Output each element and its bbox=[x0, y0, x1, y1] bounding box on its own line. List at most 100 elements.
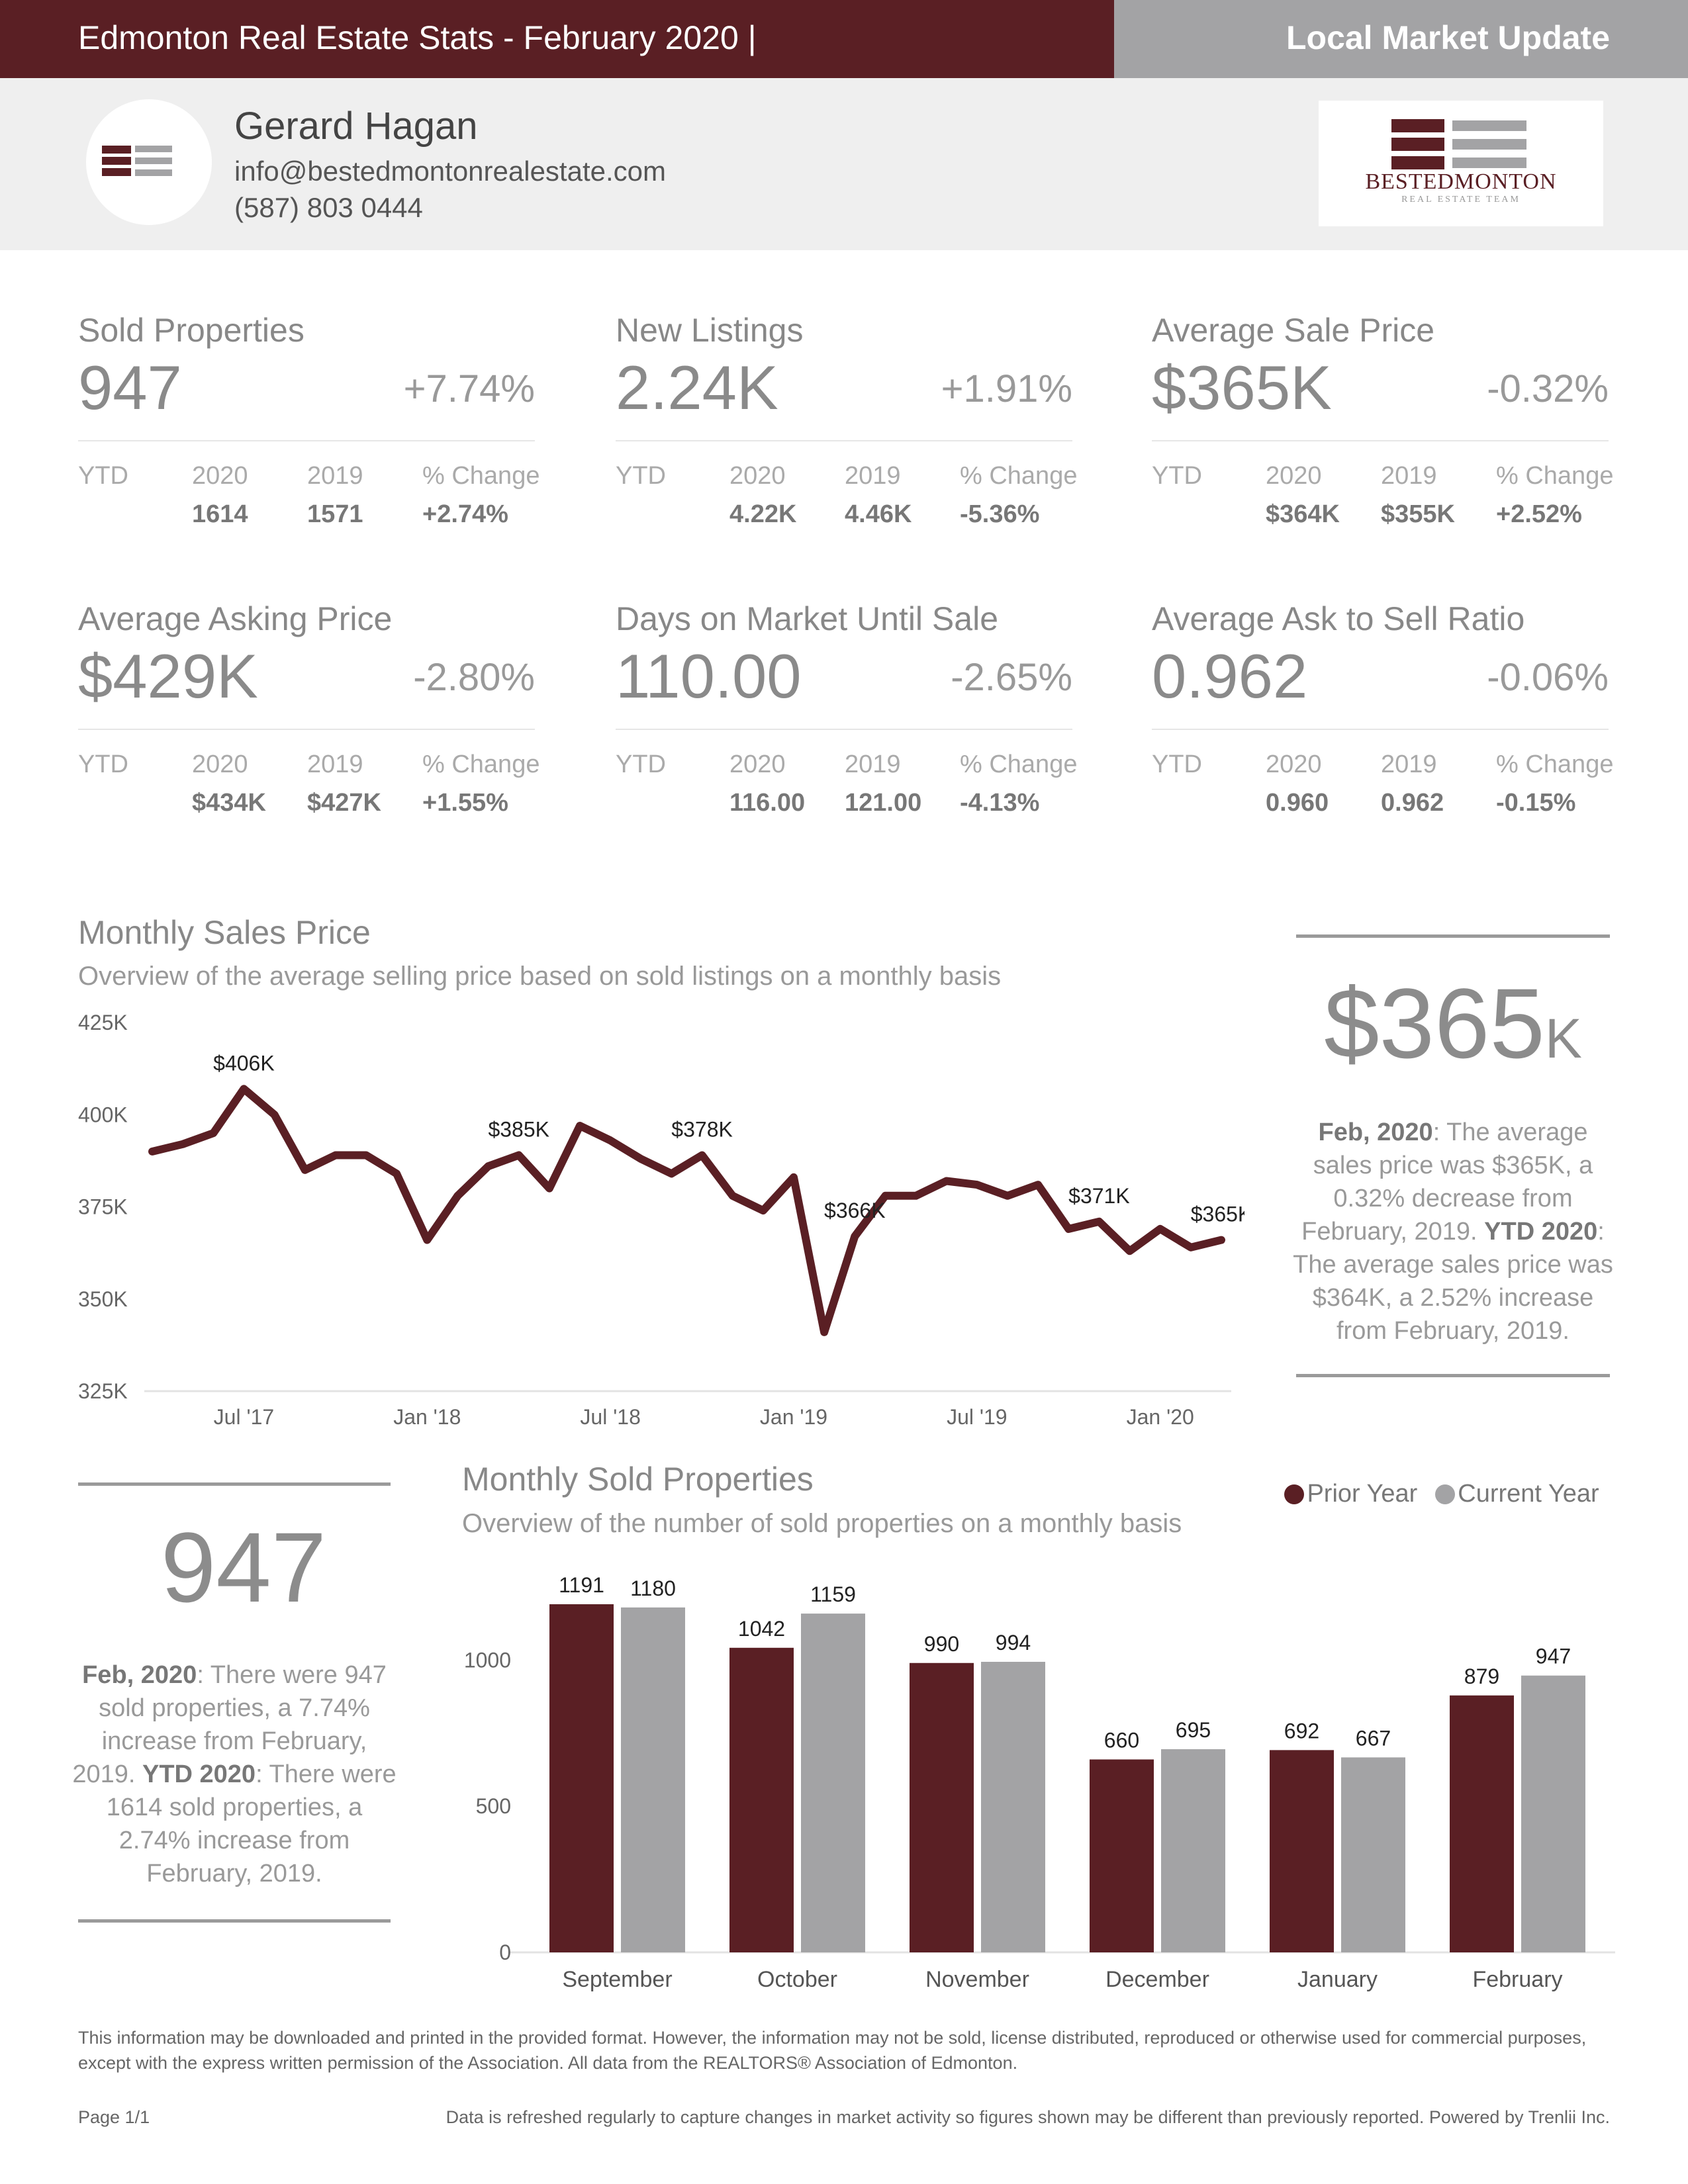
stat-value: 2.24K bbox=[616, 353, 778, 422]
data-point bbox=[975, 1183, 978, 1187]
y-tick-label: 425K bbox=[78, 1011, 128, 1034]
header-bar-right bbox=[1114, 0, 1688, 78]
summary-label: Feb, 2020 bbox=[1318, 1118, 1433, 1146]
refresh-note: Data is refreshed regularly to capture c… bbox=[445, 2107, 1610, 2127]
data-point bbox=[700, 1154, 704, 1157]
bar bbox=[729, 1647, 794, 1952]
ytd-col-2019: 2019 bbox=[307, 751, 363, 778]
y-tick-label: 350K bbox=[78, 1287, 128, 1311]
ytd-value-2019: $427K bbox=[307, 789, 381, 817]
ytd-col-2019: 2019 bbox=[845, 751, 901, 778]
data-point bbox=[1037, 1183, 1040, 1187]
bar bbox=[910, 1662, 974, 1952]
ytd-label: YTD bbox=[616, 751, 666, 778]
legend-prior-year: Prior Year bbox=[1307, 1480, 1418, 1508]
brand-logo-icon bbox=[1391, 119, 1526, 169]
bar bbox=[1450, 1695, 1514, 1952]
data-label: $385K bbox=[488, 1118, 549, 1142]
bar-value-label: 1159 bbox=[810, 1582, 856, 1606]
bar-value-label: 667 bbox=[1356, 1726, 1391, 1750]
divider bbox=[1296, 1374, 1610, 1377]
data-point bbox=[151, 1150, 154, 1153]
data-point bbox=[547, 1187, 551, 1190]
ytd-col-2020: 2020 bbox=[729, 751, 786, 778]
x-tick-label: February bbox=[1472, 1967, 1562, 1992]
data-point bbox=[1067, 1227, 1070, 1230]
ytd-value-change: -4.13% bbox=[960, 789, 1040, 817]
ytd-label: YTD bbox=[1152, 751, 1202, 778]
brand-subtitle: REAL ESTATE TEAM bbox=[1401, 195, 1521, 205]
chart-legend: Prior Year Current Year bbox=[1284, 1480, 1599, 1508]
summary-text: : There were 1614 sold properties, a 2.7… bbox=[106, 1760, 397, 1888]
ytd-col-2019: 2019 bbox=[1381, 462, 1437, 490]
stat-card-average-sale-price: Average Sale Price $365K -0.32% YTD 2020… bbox=[1152, 311, 1613, 563]
divider bbox=[78, 729, 535, 730]
stat-change: +1.91% bbox=[941, 367, 1072, 410]
data-point bbox=[761, 1209, 765, 1212]
y-tick-label: 500 bbox=[476, 1794, 511, 1818]
data-label: $366K bbox=[824, 1199, 886, 1222]
y-tick-label: 325K bbox=[78, 1379, 128, 1403]
ytd-value-2019: 121.00 bbox=[845, 789, 922, 817]
summary-label: Feb, 2020 bbox=[82, 1661, 197, 1689]
agent-phone[interactable]: (587) 803 0444 bbox=[234, 192, 423, 223]
bar-value-label: 947 bbox=[1536, 1645, 1571, 1668]
x-tick-label: Jan '18 bbox=[393, 1405, 461, 1429]
stat-card-new-listings: New Listings 2.24K +1.91% YTD 2020 2019 … bbox=[616, 311, 1077, 563]
bar-value-label: 692 bbox=[1284, 1719, 1319, 1743]
ytd-value-2019: 1571 bbox=[307, 500, 363, 528]
bar bbox=[1270, 1750, 1334, 1952]
price-big-number: $365K bbox=[1296, 966, 1610, 1081]
stat-value: 947 bbox=[78, 353, 182, 422]
data-point bbox=[487, 1165, 490, 1168]
price-summary: Feb, 2020: The average sales price was $… bbox=[1289, 1116, 1617, 1347]
agent-email[interactable]: info@bestedmontonrealestate.com bbox=[234, 156, 667, 187]
brand-name: BESTEDMONTON bbox=[1365, 169, 1557, 194]
stat-change: -2.80% bbox=[413, 656, 535, 699]
agent-name: Gerard Hagan bbox=[234, 105, 478, 148]
data-point bbox=[334, 1154, 337, 1157]
page-number: Page 1/1 bbox=[78, 2107, 150, 2127]
stat-change: -0.06% bbox=[1487, 656, 1609, 699]
ytd-col-2019: 2019 bbox=[307, 462, 363, 490]
stat-title: New Listings bbox=[616, 312, 804, 349]
x-tick-label: December bbox=[1105, 1967, 1209, 1992]
stat-title: Sold Properties bbox=[78, 312, 305, 349]
ytd-col-change: % Change bbox=[960, 751, 1078, 778]
ytd-col-change: % Change bbox=[1496, 751, 1614, 778]
data-point bbox=[1128, 1250, 1131, 1253]
y-tick-label: 375K bbox=[78, 1195, 128, 1219]
bar bbox=[1521, 1675, 1585, 1952]
x-tick-label: October bbox=[757, 1967, 837, 1992]
bar-value-label: 1180 bbox=[630, 1576, 676, 1600]
data-point bbox=[395, 1172, 399, 1175]
stat-change: +7.74% bbox=[403, 367, 535, 410]
brand-logo: BESTEDMONTON REAL ESTATE TEAM bbox=[1319, 101, 1603, 226]
stat-card-sold-properties: Sold Properties 947 +7.74% YTD 2020 2019… bbox=[78, 311, 539, 563]
bar bbox=[621, 1607, 685, 1952]
ytd-label: YTD bbox=[78, 462, 128, 490]
data-label: $371K bbox=[1068, 1184, 1130, 1208]
data-point bbox=[517, 1154, 520, 1157]
legend-current-year-swatch bbox=[1434, 1484, 1455, 1504]
bar bbox=[1161, 1749, 1225, 1952]
bar-value-label: 990 bbox=[924, 1632, 959, 1656]
ytd-value-2020: 1614 bbox=[192, 500, 248, 528]
summary-text: : There were 947 sold properties, a 7.74… bbox=[72, 1661, 387, 1788]
data-point bbox=[792, 1175, 795, 1179]
stat-card-days-on-market: Days on Market Until Sale 110.00 -2.65% … bbox=[616, 600, 1077, 851]
y-tick-label: 0 bbox=[499, 1940, 511, 1964]
divider bbox=[1152, 440, 1609, 441]
data-point bbox=[609, 1139, 612, 1142]
ytd-value-2019: 0.962 bbox=[1381, 789, 1444, 817]
ytd-col-change: % Change bbox=[422, 462, 540, 490]
data-point bbox=[670, 1172, 673, 1175]
price-section-subtitle: Overview of the average selling price ba… bbox=[78, 962, 1002, 991]
data-point bbox=[639, 1158, 643, 1161]
divider bbox=[1296, 934, 1610, 938]
ytd-col-2020: 2020 bbox=[1266, 751, 1322, 778]
data-point bbox=[456, 1194, 459, 1197]
stat-card-average-asking-price: Average Asking Price $429K -2.80% YTD 20… bbox=[78, 600, 539, 851]
data-point bbox=[731, 1194, 734, 1197]
bar bbox=[549, 1604, 614, 1952]
